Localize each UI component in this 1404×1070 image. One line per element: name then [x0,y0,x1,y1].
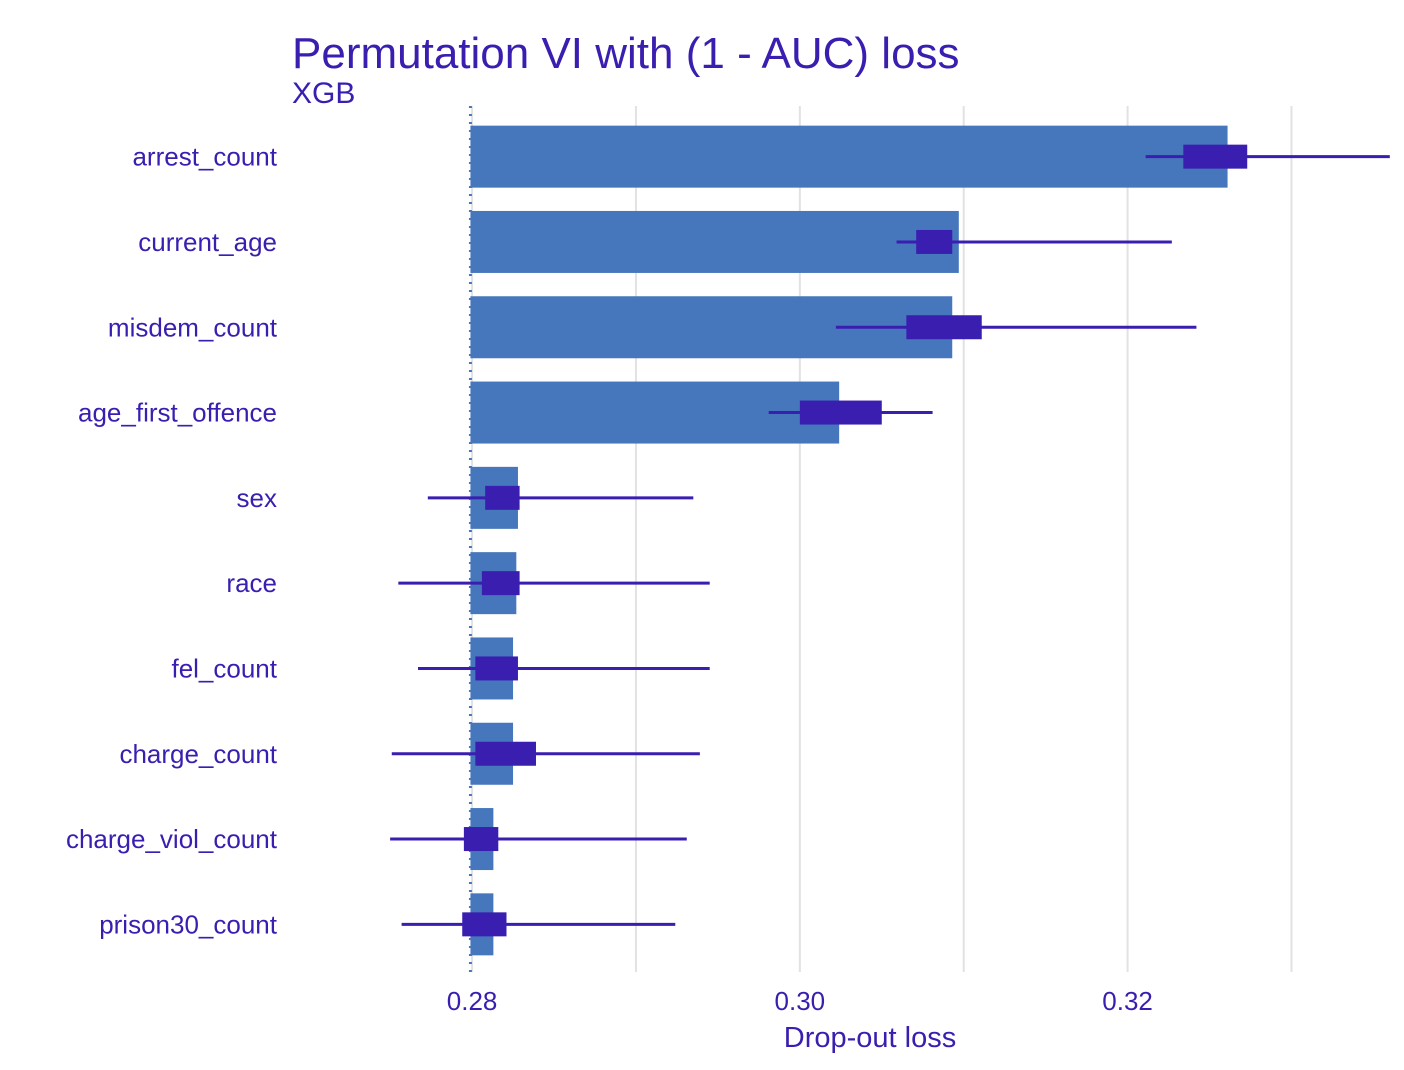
box-arrest-count [1183,144,1248,169]
box-current-age [916,229,953,254]
category-label: misdem_count [108,312,278,342]
box-race [481,571,520,596]
whiskers [390,144,1390,937]
box-charge-viol-count [463,827,499,852]
bar-current-age [470,210,959,273]
category-label: current_age [138,227,277,257]
x-axis-ticks: 0.28 0.30 0.32 [447,986,1153,1016]
category-label: age_first_offence [78,398,277,428]
chart-subtitle: XGB [292,77,355,110]
box-fel-count [475,656,518,681]
category-label: sex [237,483,277,513]
category-label: race [226,568,277,598]
chart-title: Permutation VI with (1 - AUC) loss [292,29,960,78]
category-label: arrest_count [132,142,277,172]
x-tick-label: 0.28 [447,986,498,1016]
category-label: charge_viol_count [66,824,278,854]
category-label: prison30_count [99,909,278,939]
box-misdem-count [906,315,982,340]
bar-arrest-count [470,125,1228,188]
box-charge-count [475,741,536,766]
x-tick-label: 0.32 [1102,986,1153,1016]
bars [470,125,1228,956]
box-age-first-offence [799,400,882,425]
category-labels: arrest_count current_age misdem_count age_f… [66,142,278,940]
category-label: fel_count [171,653,277,683]
category-label: charge_count [119,739,277,769]
box-prison30-count [462,912,507,937]
x-axis-label: Drop-out loss [784,1022,956,1054]
box-sex [485,485,520,510]
x-tick-label: 0.30 [775,986,826,1016]
